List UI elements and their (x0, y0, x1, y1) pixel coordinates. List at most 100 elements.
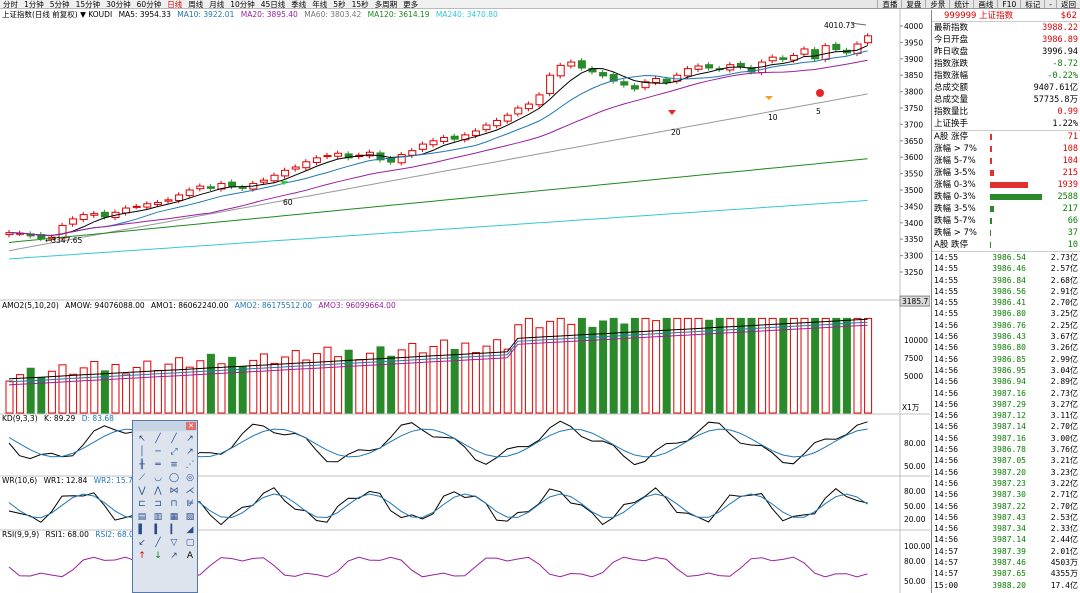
chart-canvas[interactable]: 4000 3950 3900 3850 3800 3750 3700 3650 3600 3550… (0, 9, 930, 593)
period-tab[interactable]: 60分钟 (136, 0, 162, 9)
draw-tool-icon[interactable]: ▌ (138, 525, 146, 535)
candle-body (79, 214, 88, 221)
draw-tool-icon[interactable]: ⊏ (138, 499, 146, 509)
candle-body (206, 186, 215, 189)
period-tab[interactable]: 30分钟 (106, 0, 131, 9)
draw-tool-icon[interactable]: ↗ (186, 434, 194, 444)
draw-tool-icon[interactable]: ⋁ (138, 486, 146, 496)
price-axis-label: 3800 (904, 88, 923, 97)
period-tab[interactable]: 5秒 (333, 0, 346, 9)
draw-tool-icon[interactable]: ▧ (185, 512, 195, 522)
close-icon[interactable]: ✕ (186, 422, 196, 430)
draw-tool-icon[interactable]: ⋰ (185, 460, 195, 470)
draw-tool-icon[interactable]: ⊯ (186, 499, 194, 509)
draw-tool-icon[interactable]: A (186, 551, 194, 561)
draw-tool-icon[interactable]: ◯ (168, 473, 180, 483)
volume-bar (344, 349, 353, 414)
period-tab[interactable]: 分时 (3, 0, 18, 9)
draw-tool-icon[interactable]: ⊓ (170, 499, 178, 509)
draw-tool-icon[interactable]: ⋈ (169, 486, 179, 496)
tick-list[interactable]: 14:55 3986.54 2.73亿 14:55 3986.46 2.57亿 14:55 3… (932, 251, 1080, 591)
breadth-row: A股 涨停 71 (932, 131, 1080, 143)
draw-tool-icon[interactable]: ↙ (138, 538, 146, 548)
period-tab[interactable]: 月线 (209, 0, 225, 9)
tool-button[interactable]: 步景 (925, 0, 949, 8)
breadth-bar (990, 158, 992, 164)
tick-row: 14:56 3986.95 3.04亿 (932, 365, 1080, 376)
draw-tool-icon[interactable]: ◎ (186, 473, 194, 483)
draw-tool-icon[interactable]: ≡ (170, 460, 178, 470)
period-tab[interactable]: 5分钟 (49, 0, 70, 9)
tool-button[interactable]: 直播 (877, 0, 901, 8)
draw-tool-icon[interactable]: ─ (155, 447, 161, 457)
draw-tool-icon[interactable]: ╱ (155, 434, 161, 444)
tick-volume: 2.53亿 (1050, 512, 1078, 522)
tool-button[interactable]: 统计 (949, 0, 973, 8)
candle-body (821, 45, 830, 60)
period-tab[interactable]: 10分钟 (230, 0, 255, 9)
drawing-tools-palette[interactable]: ✕ ↖ ╱ ╱ ↗ │ ─ ⤢ ↗ ╫ ═ ≡ ⋰ ⟋ ◡ ◯ ◎ ⋁ ⋀ ⋈ ⋌ ⊏ ⊐ ⊓ ⊯ ▤ ▥ ▦ ▧ ▌ ▍ ▎ ◢ ↙ ╱ ▽ ▢ ↑ ↓… (132, 420, 198, 593)
draw-tool-icon[interactable]: ↖ (138, 434, 146, 444)
period-tab[interactable]: 45日线 (260, 0, 286, 9)
palette-titlebar[interactable]: ✕ (133, 421, 197, 431)
period-tab[interactable]: 日线 (167, 0, 183, 9)
tool-button[interactable]: 复盘 (901, 0, 925, 8)
period-tab[interactable]: 1分钟 (24, 0, 44, 9)
tool-button[interactable]: 画线 (973, 0, 997, 8)
tool-button[interactable]: 返回 (1056, 0, 1080, 8)
draw-tool-icon[interactable]: ╱ (155, 538, 161, 548)
breadth-bar (990, 170, 994, 176)
period-tab[interactable]: 多周期 (374, 0, 398, 9)
period-tab[interactable]: 15秒 (351, 0, 369, 9)
draw-tool-icon[interactable]: ↓ (154, 551, 162, 561)
draw-tool-icon[interactable]: ⊐ (154, 499, 162, 509)
draw-tool-icon[interactable]: ⋀ (154, 486, 162, 496)
tick-price: 3988.20 (992, 580, 1026, 590)
volume-bar (471, 352, 480, 414)
draw-tool-icon[interactable]: ╫ (139, 460, 145, 470)
draw-tool-icon[interactable]: ▥ (153, 512, 163, 522)
draw-tool-icon[interactable]: ⋌ (185, 486, 195, 496)
draw-tool-icon[interactable]: ╱ (171, 434, 177, 444)
tool-button[interactable]: - (1044, 0, 1056, 8)
stat-label: 指数量比 (934, 107, 969, 117)
period-tab[interactable]: 季线 (291, 0, 307, 9)
draw-tool-icon[interactable]: ▍ (154, 525, 162, 535)
period-tab[interactable]: 年线 (312, 0, 328, 9)
wr-legend: WR(10,6) WR1: 12.84 WR2: 15.79 (2, 476, 142, 485)
draw-tool-icon[interactable]: ↑ (138, 551, 146, 561)
price-axis-label: 3450 (904, 202, 923, 211)
volume-bar (259, 353, 268, 414)
tick-price: 3987.05 (992, 456, 1026, 466)
volume-bar (620, 323, 629, 414)
tick-price: 3986.76 (992, 320, 1026, 330)
tool-button[interactable]: F10 (997, 0, 1020, 8)
draw-tool-icon[interactable]: ⟋ (138, 473, 146, 483)
draw-tool-icon[interactable]: ⤢ (170, 447, 178, 457)
candle-body (599, 72, 608, 77)
draw-tool-icon[interactable]: ◡ (154, 473, 162, 483)
candle-body (418, 143, 427, 150)
draw-tool-icon[interactable]: ◢ (186, 525, 194, 535)
draw-tool-icon[interactable]: ▤ (137, 512, 147, 522)
draw-tool-icon[interactable]: ▎ (170, 525, 178, 535)
draw-tool-icon[interactable]: ↗ (170, 551, 178, 561)
volume-bar (652, 320, 661, 414)
amo2-value: AMO2: 86175512.00 (234, 301, 313, 310)
ma5-value: MA5: 3954.33 (118, 10, 171, 19)
draw-tool-icon[interactable]: │ (139, 447, 145, 457)
period-tab[interactable]: 周线 (188, 0, 204, 9)
volume-bar (853, 317, 862, 414)
period-tab[interactable]: 15分钟 (75, 0, 101, 9)
tick-price: 3986.56 (992, 286, 1026, 296)
tick-time: 14:56 (934, 456, 959, 466)
tool-button[interactable]: 标记 (1020, 0, 1044, 8)
draw-tool-icon[interactable]: ▽ (170, 538, 178, 548)
period-tab[interactable]: 更多 (403, 0, 419, 9)
draw-tool-icon[interactable]: ▢ (185, 538, 195, 548)
draw-tool-icon[interactable]: ↗ (186, 447, 194, 457)
candle-body (620, 81, 629, 86)
draw-tool-icon[interactable]: ═ (155, 460, 161, 470)
draw-tool-icon[interactable]: ▦ (169, 512, 179, 522)
volume-bar (726, 317, 735, 414)
